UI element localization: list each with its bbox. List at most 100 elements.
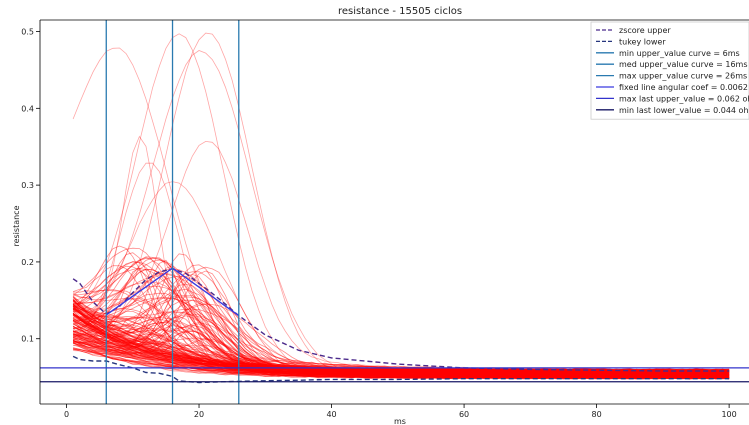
resistance-curve [72, 333, 730, 376]
resistance-curve [72, 326, 730, 380]
resistance-curve [72, 303, 730, 377]
overlay-lines [40, 20, 749, 404]
resistance-curve [72, 312, 730, 378]
resistance-curve [72, 330, 730, 373]
resistance-curve [72, 299, 730, 379]
resistance-curve [72, 303, 730, 379]
resistance-curve [72, 326, 730, 374]
resistance-curve [72, 313, 730, 379]
resistance-curve [73, 298, 730, 375]
legend: zscore upper tukey lower min upper_value c… [590, 21, 749, 120]
resistance-curve [73, 270, 730, 374]
legend-label: tukey lower [619, 37, 666, 46]
resistance-curve [73, 285, 730, 380]
resistance-curve [72, 313, 730, 374]
resistance-curve [72, 296, 730, 376]
resistance-curve [72, 314, 730, 377]
resistance-curve [72, 313, 730, 374]
resistance-curve [72, 268, 730, 374]
resistance-curve [72, 320, 730, 377]
resistance-curve [72, 313, 730, 376]
y-tick-label: 0.4 [21, 104, 34, 113]
resistance-curve [72, 312, 730, 378]
resistance-curve [72, 307, 730, 377]
resistance-curve [72, 135, 730, 376]
resistance-curve [72, 316, 730, 375]
resistance-curve [72, 281, 730, 379]
resistance-curve [72, 300, 730, 380]
resistance-curve [72, 342, 730, 380]
resistance-curve [72, 266, 730, 378]
resistance-curve [72, 245, 730, 371]
resistance-curve [73, 283, 730, 372]
resistance-curve [73, 33, 730, 379]
resistance-curve [72, 298, 730, 378]
resistance-curve [72, 309, 730, 380]
x-tick-label: 20 [194, 410, 204, 419]
resistance-curve [72, 310, 730, 377]
resistance-curve [72, 300, 730, 379]
resistance-curve [73, 299, 730, 373]
resistance-curve [72, 318, 730, 377]
resistance-curve [72, 305, 730, 371]
resistance-curve [72, 181, 730, 372]
y-axis-label: resistance [12, 205, 21, 246]
resistance-curve [72, 310, 730, 373]
resistance-curve [72, 303, 730, 376]
resistance-curve [72, 336, 730, 375]
y-tick-label: 0.5 [21, 28, 34, 37]
resistance-curve [72, 306, 730, 374]
resistance-curve [72, 288, 730, 379]
resistance-curve [72, 327, 730, 378]
resistance-curve [72, 320, 730, 376]
resistance-curve [73, 289, 730, 375]
legend-label: min upper_value curve = 6ms [619, 49, 740, 58]
resistance-curve [72, 306, 730, 376]
resistance-curve [72, 296, 730, 379]
resistance-curve [72, 303, 730, 379]
resistance-curve [73, 297, 730, 379]
resistance-curve [72, 314, 730, 376]
resistance-curve [72, 311, 730, 376]
resistance-curve [72, 306, 730, 380]
resistance-curve [73, 257, 730, 374]
resistance-curve [73, 342, 730, 378]
resistance-curve [72, 303, 730, 374]
resistance-curve [72, 335, 730, 376]
resistance-curve [72, 317, 730, 375]
legend-label: med upper_value curve = 16ms [619, 60, 748, 69]
resistance-curve [72, 275, 730, 375]
resistance-curve [72, 335, 730, 376]
resistance-curve [72, 308, 730, 372]
resistance-curve [72, 342, 730, 378]
resistance-curve [73, 32, 730, 380]
resistance-curve [72, 338, 730, 375]
resistance-curve [72, 304, 730, 377]
resistance-curve [72, 296, 730, 380]
resistance-curve [72, 316, 730, 378]
resistance-curve [73, 339, 730, 374]
resistance-curve [72, 162, 730, 374]
x-tick-label: 80 [592, 410, 602, 419]
resistance-curve [72, 320, 730, 378]
resistance-curve [73, 297, 730, 373]
resistance-curve [72, 297, 730, 377]
resistance-curve [72, 309, 730, 377]
resistance-curve [72, 325, 730, 375]
resistance-curve [72, 252, 730, 373]
resistance-curve [72, 313, 730, 377]
resistance-curve [72, 339, 730, 374]
resistance-curve [73, 337, 730, 377]
resistance-curve [72, 294, 730, 377]
resistance-curve [73, 268, 730, 372]
resistance-curve [72, 301, 730, 376]
resistance-curve [72, 259, 730, 373]
resistance-curve [72, 304, 730, 379]
x-tick-label: 60 [459, 410, 469, 419]
legend-label: fixed line angular coef = 0.0062 [619, 83, 748, 92]
resistance-curve [72, 321, 730, 379]
resistance-curve [73, 337, 730, 375]
resistance-curve [72, 330, 730, 374]
resistance-curve [73, 323, 730, 379]
